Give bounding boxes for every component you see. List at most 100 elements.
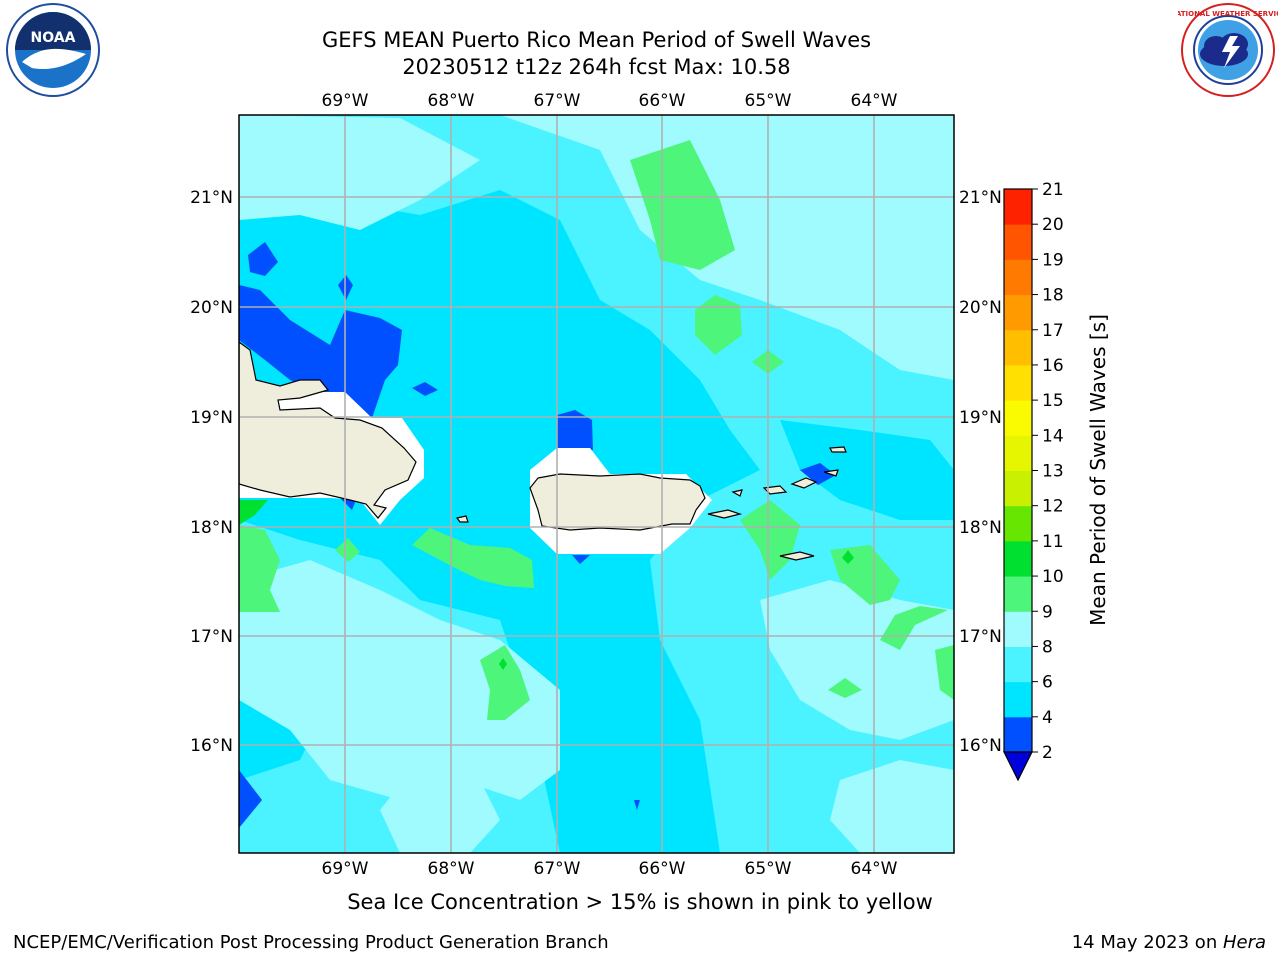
- colorbar-tick-label: 13: [1042, 462, 1064, 482]
- colorbar-tick-label: 12: [1042, 497, 1064, 517]
- lon-label: 65°W: [745, 859, 792, 879]
- lon-label: 66°W: [639, 859, 686, 879]
- colorbar-under-arrow: [1003, 751, 1033, 782]
- swell-band-9-10-east-3: [880, 606, 948, 650]
- colorbar-segment: [1004, 716, 1032, 753]
- swell-band-10-11-b: [842, 550, 854, 564]
- lon-labels-bottom: 69°W 68°W 67°W 66°W 65°W 64°W: [322, 859, 898, 879]
- swell-band-10-11-c: [499, 658, 507, 670]
- colorbar-segment: [1004, 259, 1032, 296]
- colorbar-tick-label: 10: [1042, 567, 1064, 587]
- swell-band-9-10-south-central: [412, 528, 534, 588]
- lat-label: 16°N: [190, 736, 233, 756]
- lon-label: 67°W: [534, 859, 581, 879]
- sea-ice-caption: Sea Ice Concentration > 15% is shown in …: [347, 890, 933, 914]
- gridlines: [239, 115, 954, 853]
- nws-logo-text: NATIONAL WEATHER SERVICE: [1178, 10, 1278, 18]
- swell-band-2-4-sw: [239, 770, 262, 828]
- lat-label: 21°N: [959, 188, 1002, 208]
- colorbar-segment: [1004, 224, 1032, 260]
- colorbar-segment: [1004, 435, 1032, 471]
- colorbar-segment: [1004, 540, 1032, 577]
- swell-band-4-6-east: [780, 420, 954, 520]
- colorbar-segment: [1004, 329, 1032, 366]
- footer-machine: Hera: [1222, 932, 1266, 953]
- swell-band-2-4-mona: [412, 382, 438, 396]
- map-field: [239, 115, 954, 853]
- swell-band-2-4-pr-north: [557, 410, 593, 450]
- colorbar-tick-label: 17: [1042, 321, 1064, 341]
- chart-title: GEFS MEAN Puerto Rico Mean Period of Swe…: [321, 28, 872, 52]
- colorbar-tick-label: 21: [1042, 180, 1064, 200]
- colorbar-segment: [1004, 294, 1032, 331]
- swell-band-9-10-small: [335, 538, 360, 562]
- lat-labels-left: 21°N 20°N 19°N 18°N 17°N 16°N: [190, 188, 233, 756]
- lat-label: 21°N: [190, 188, 233, 208]
- national-weather-service-logo-icon: NATIONAL WEATHER SERVICE: [1178, 3, 1278, 97]
- lat-label: 20°N: [959, 298, 1002, 318]
- colorbar-segment: [1004, 189, 1032, 225]
- colorbar-tick-label: 14: [1042, 426, 1064, 446]
- lat-label: 17°N: [959, 627, 1002, 647]
- swell-band-9-10-small-3: [935, 645, 954, 700]
- colorbar-segment: [1004, 364, 1032, 401]
- colorbar-tick-label: 11: [1042, 532, 1064, 552]
- colorbar-tick-label: 6: [1042, 673, 1053, 693]
- land-anegada: [829, 446, 847, 453]
- lat-label: 19°N: [959, 408, 1002, 428]
- swell-band-2-4-nw-2: [248, 242, 278, 276]
- swell-band-2-4-d: [634, 800, 640, 810]
- lon-label: 69°W: [322, 91, 369, 111]
- lat-label: 20°N: [190, 298, 233, 318]
- lon-label: 69°W: [322, 859, 369, 879]
- lat-label: 19°N: [190, 408, 233, 428]
- land-desecheo: [455, 515, 469, 523]
- noaa-logo-icon: NOAA: [6, 3, 100, 97]
- colorbar-label: Mean Period of Swell Waves [s]: [1086, 314, 1110, 626]
- land-culebra: [731, 489, 743, 497]
- swell-band-8-9-south: [239, 560, 560, 800]
- colorbar-tick-label: 4: [1042, 708, 1053, 728]
- swell-band-2-4-b: [572, 555, 590, 564]
- lon-label: 68°W: [428, 91, 475, 111]
- colorbar-segment: [1004, 470, 1032, 507]
- land-hispaniola: [239, 341, 417, 519]
- footer-branch: NCEP/EMC/Verification Post Processing Pr…: [13, 932, 609, 953]
- lat-label: 18°N: [190, 518, 233, 538]
- swell-band-9-10-north-2: [695, 295, 742, 355]
- swell-band-8-9-sw: [380, 760, 500, 853]
- lon-label: 64°W: [851, 859, 898, 879]
- colorbar-tick-label: 20: [1042, 215, 1064, 235]
- footer-date: 14 May 2023 on Hera: [1072, 932, 1266, 953]
- lon-label: 64°W: [851, 91, 898, 111]
- colorbar-segment: [1004, 646, 1032, 683]
- lon-label: 67°W: [534, 91, 581, 111]
- lat-label: 18°N: [959, 518, 1002, 538]
- lon-labels-top: 69°W 68°W 67°W 66°W 65°W 64°W: [322, 91, 898, 111]
- colorbar-segment: [1004, 576, 1032, 612]
- land-st-croix: [779, 551, 815, 561]
- footer-date-text: 14 May 2023 on: [1071, 932, 1223, 953]
- lat-label: 17°N: [190, 627, 233, 647]
- swell-band-9-10-small-2: [828, 678, 862, 698]
- colorbar: 2 4 6 8 9 10 11 12 13 14 15 16 17 18 19 20 21: [1003, 180, 1064, 782]
- colorbar-tick-label: 15: [1042, 391, 1064, 411]
- swell-band-9-10-west: [239, 525, 280, 612]
- lat-labels-right: 21°N 20°N 19°N 18°N 17°N 16°N: [959, 188, 1002, 756]
- lon-label: 65°W: [745, 91, 792, 111]
- chart-subtitle: 20230512 t12z 264h fcst Max: 10.58: [402, 55, 791, 79]
- swell-band-2-4-vi: [800, 463, 836, 485]
- swell-band-9-10-north: [630, 140, 735, 270]
- colorbar-tick-label: 9: [1042, 602, 1053, 622]
- map-frame: [238, 114, 955, 854]
- lon-label: 66°W: [639, 91, 686, 111]
- colorbar-tick-label: 2: [1042, 743, 1053, 763]
- lat-label: 16°N: [959, 736, 1002, 756]
- colorbar-tick-label: 8: [1042, 637, 1053, 657]
- colorbar-segment: [1004, 611, 1032, 647]
- colorbar-segment: [1004, 505, 1032, 542]
- land-small-island: [823, 469, 839, 477]
- swell-band-2-4-northwest: [239, 285, 402, 418]
- colorbar-segment: [1004, 400, 1032, 436]
